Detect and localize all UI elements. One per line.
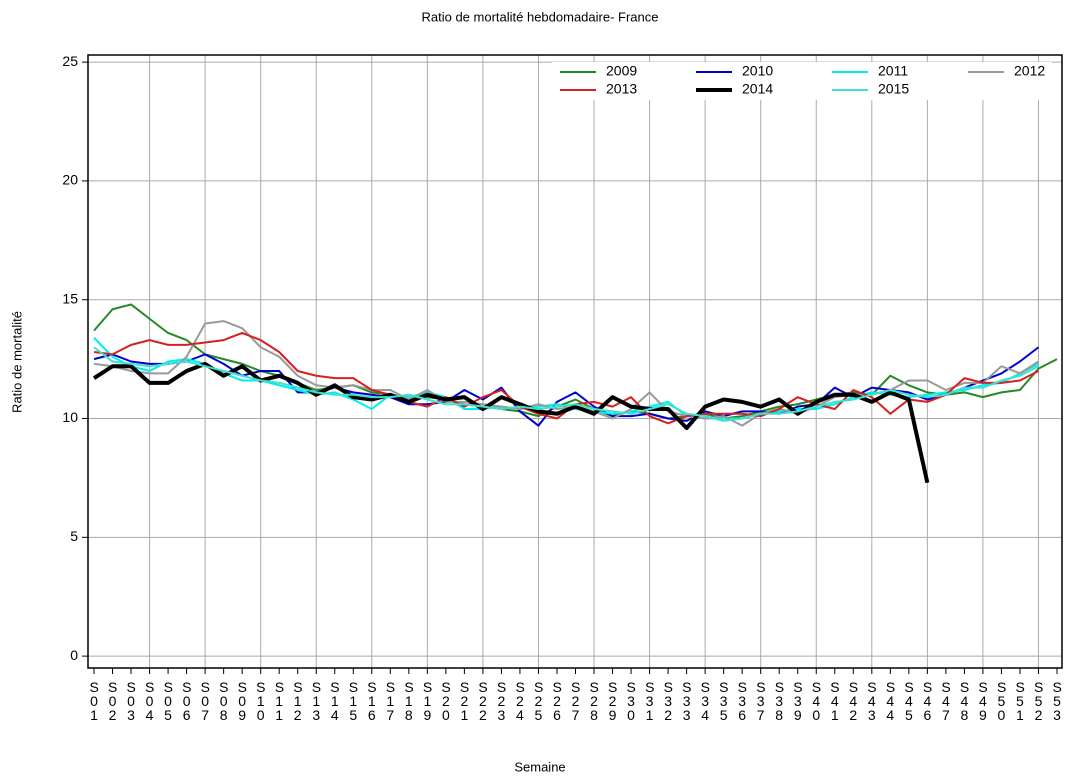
x-tick-label: S40 — [811, 679, 822, 723]
x-tick-label: S19 — [422, 679, 433, 723]
legend-label: 2012 — [1014, 63, 1045, 79]
x-tick-label: S37 — [756, 679, 766, 723]
x-tick-label: S42 — [848, 679, 859, 723]
y-tick-label: 0 — [70, 647, 78, 663]
y-tick-label: 25 — [62, 53, 78, 69]
y-tick-label: 5 — [70, 528, 78, 544]
chart-title: Ratio de mortalité hebdomadaire- France — [421, 9, 658, 24]
x-tick-label: S27 — [571, 679, 581, 723]
x-tick-label: S46 — [922, 679, 933, 723]
x-tick-label: S39 — [793, 679, 803, 723]
x-tick-label: S25 — [533, 679, 544, 723]
x-tick-label: S13 — [311, 679, 322, 723]
x-tick-label: S38 — [774, 679, 785, 723]
series-line — [93, 346, 1039, 422]
x-tick-label: S16 — [367, 679, 377, 723]
x-tick-label: S35 — [719, 679, 729, 723]
x-tick-label: S24 — [515, 679, 525, 723]
x-tick-label: S04 — [145, 679, 155, 723]
series-line — [93, 303, 1058, 420]
x-tick-label: S05 — [163, 679, 173, 723]
y-axis-label: Ratio de mortalité — [9, 311, 24, 413]
x-tick-label: S43 — [867, 679, 877, 723]
x-tick-label: S23 — [496, 679, 507, 723]
x-tick-label: S15 — [348, 679, 359, 723]
x-tick-label: S47 — [941, 679, 951, 723]
x-tick-label: S45 — [904, 679, 914, 723]
legend: 2009 2010 2011 2012 2013 2014 2015 — [552, 62, 1052, 100]
x-tick-label: S10 — [256, 679, 266, 723]
x-tick-label: S36 — [737, 679, 748, 723]
series-line — [93, 337, 1039, 420]
x-tick-label: S53 — [1052, 679, 1062, 723]
x-tick-label: S34 — [700, 679, 710, 723]
x-tick-label: S11 — [274, 679, 285, 723]
legend-label: 2009 — [606, 63, 637, 79]
x-axis-label: Semaine — [514, 759, 565, 774]
x-tick-label: S51 — [1015, 679, 1025, 723]
legend-label: 2015 — [878, 81, 909, 97]
y-tick-label: 10 — [62, 409, 78, 425]
x-tick-label: S49 — [978, 679, 988, 723]
x-tick-label: S08 — [219, 679, 229, 723]
x-tick-label: S22 — [478, 679, 488, 723]
legend-label: 2014 — [742, 81, 773, 97]
y-tick-label: 15 — [62, 290, 78, 306]
x-tick-label: S31 — [645, 679, 655, 723]
x-tick-label: S52 — [1033, 679, 1044, 723]
x-tick-label: S12 — [293, 679, 303, 723]
x-tick-label: S09 — [237, 679, 247, 723]
x-tick-label: S50 — [996, 679, 1007, 723]
x-tick-label: S20 — [441, 679, 451, 723]
x-tick-label: S26 — [552, 679, 562, 723]
x-tick-label: S28 — [589, 679, 599, 723]
x-tick-label: S41 — [830, 679, 840, 723]
legend-label: 2013 — [606, 81, 637, 97]
x-tick-label: S29 — [608, 679, 618, 723]
grid — [88, 55, 1062, 668]
x-tick-label: S44 — [885, 679, 896, 723]
x-tick-label: S32 — [663, 679, 673, 723]
legend-label: 2011 — [878, 63, 908, 79]
x-tick-label: S21 — [459, 679, 470, 723]
plot-frame — [87, 54, 1063, 669]
x-tick-label: S07 — [200, 679, 210, 723]
x-tick-label: S14 — [330, 679, 340, 723]
x-tick-label: S17 — [385, 679, 396, 723]
x-tick-label: S30 — [626, 679, 636, 723]
x-tick-label: S48 — [959, 679, 970, 723]
x-tick-label: S33 — [682, 679, 692, 723]
y-tick-label: 20 — [62, 172, 78, 188]
x-tick-label: S03 — [126, 679, 136, 723]
x-tick-label: S01 — [89, 679, 99, 723]
x-tick-label: S06 — [182, 679, 192, 723]
legend-label: 2010 — [742, 63, 773, 79]
x-tick-label: S18 — [404, 679, 414, 723]
series-line — [92, 361, 930, 484]
x-tick-label: S02 — [108, 679, 118, 723]
legend-background — [552, 62, 1052, 100]
